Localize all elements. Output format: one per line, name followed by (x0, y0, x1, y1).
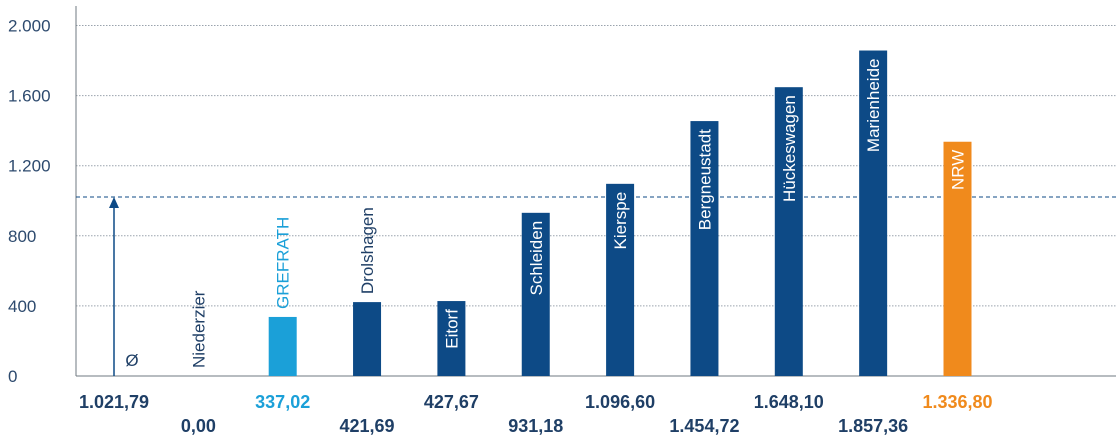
y-tick-label: 800 (8, 227, 36, 246)
category-label: Niederzier (189, 290, 208, 368)
category-label: Ø (125, 351, 138, 370)
bar (943, 141, 972, 376)
bar (521, 212, 550, 376)
category-label: Drolshagen (358, 207, 377, 294)
bar (859, 50, 888, 376)
bar (353, 302, 382, 376)
y-tick-label: 2.000 (8, 17, 51, 36)
y-tick-label: 1.200 (8, 157, 51, 176)
category-label: GREFRATH (274, 217, 293, 309)
category-label: Hückeswagen (780, 95, 799, 202)
category-label: NRW (949, 150, 968, 190)
bars (109, 50, 972, 376)
bar (690, 121, 719, 376)
value-label: 1.454,72 (669, 416, 739, 436)
value-label: 421,69 (340, 416, 395, 436)
value-label: 931,18 (508, 416, 563, 436)
average-arrow-head (109, 196, 119, 208)
y-tick-label: 400 (8, 297, 36, 316)
category-label: Schleiden (527, 221, 546, 296)
value-label: 1.857,36 (838, 416, 908, 436)
value-label: 1.648,10 (754, 392, 824, 412)
value-labels: 1.021,79 0,00 337,02 421,69 427,67 931,18 1.09… (79, 392, 993, 436)
category-label: Marienheide (864, 59, 883, 153)
value-label: 337,02 (255, 392, 310, 412)
bar (606, 183, 635, 376)
bar (774, 87, 803, 376)
value-label: 0,00 (181, 416, 216, 436)
value-label: 1.336,80 (922, 392, 992, 412)
category-label: Bergneustadt (695, 129, 714, 230)
bar (437, 301, 466, 376)
y-tick-label: 1.600 (8, 87, 51, 106)
category-label: Kierspe (611, 192, 630, 250)
value-label: 427,67 (424, 392, 479, 412)
bar (268, 316, 297, 376)
category-labels: Ø Niederzier GREFRATH Drolshagen Eitorf Schle… (125, 59, 967, 370)
grid-lines (76, 25, 1116, 377)
category-label: Eitorf (442, 309, 461, 349)
value-label: 1.021,79 (79, 392, 149, 412)
y-axis-ticks: 0 400 800 1.200 1.600 2.000 (8, 17, 51, 386)
value-label: 1.096,60 (585, 392, 655, 412)
y-tick-label: 0 (8, 367, 17, 386)
